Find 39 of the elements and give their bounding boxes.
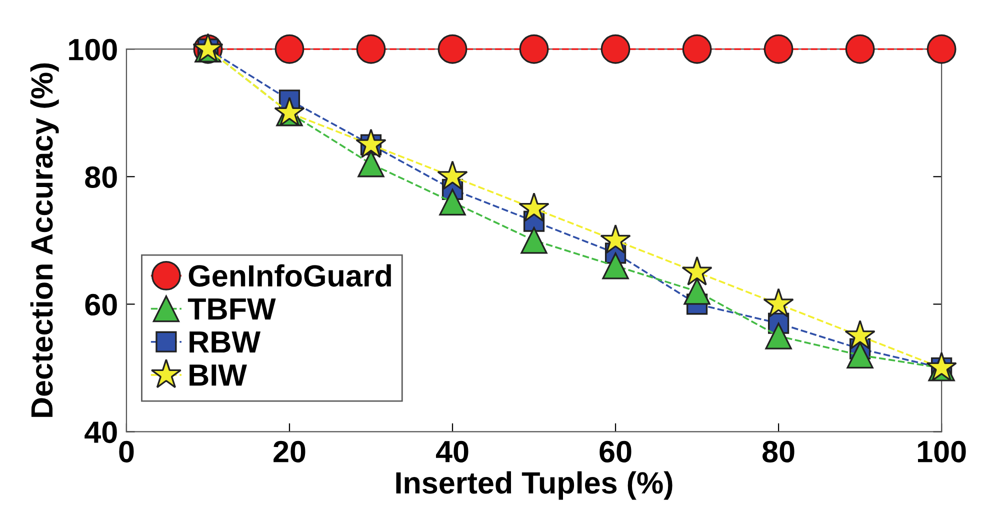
point: [765, 322, 792, 350]
point: [763, 288, 794, 318]
point: [274, 34, 304, 64]
legend-label: RBW: [190, 332, 261, 353]
point: [356, 128, 386, 158]
point: [519, 34, 549, 64]
point: [356, 34, 386, 64]
point: [845, 34, 875, 64]
y-axis-title: Dectection Accuracy (%): [30, 63, 59, 417]
legend-label: GenInfoGuard: [188, 264, 391, 287]
point: [600, 224, 631, 254]
point: [684, 278, 710, 305]
y-tick-label: 80: [85, 166, 117, 188]
point: [600, 34, 630, 64]
y-tick-label: 40: [84, 421, 117, 444]
legend-label: TBFW: [188, 298, 276, 320]
y-tick-label: 100: [69, 38, 117, 60]
point: [682, 256, 712, 286]
point: [518, 192, 550, 222]
point: [358, 150, 384, 178]
point: [846, 342, 874, 369]
point: [437, 160, 468, 190]
x-axis-title: Inserted Tuples (%): [396, 471, 672, 500]
point: [602, 252, 629, 280]
point: [682, 34, 712, 64]
point: [764, 34, 794, 64]
x-tick-label: 60: [600, 440, 632, 462]
x-tick-label: 40: [436, 440, 468, 462]
point: [926, 34, 956, 64]
x-tick-label: 80: [762, 440, 794, 462]
legend-label: BIW: [190, 364, 247, 386]
point: [439, 188, 466, 216]
point: [438, 34, 468, 64]
x-tick-label: 20: [274, 440, 306, 462]
point: [520, 227, 548, 254]
x-tick-label: 100: [918, 440, 966, 462]
y-tick-label: 60: [85, 294, 117, 316]
x-tick-label: 0: [119, 440, 134, 462]
point: [844, 320, 876, 350]
